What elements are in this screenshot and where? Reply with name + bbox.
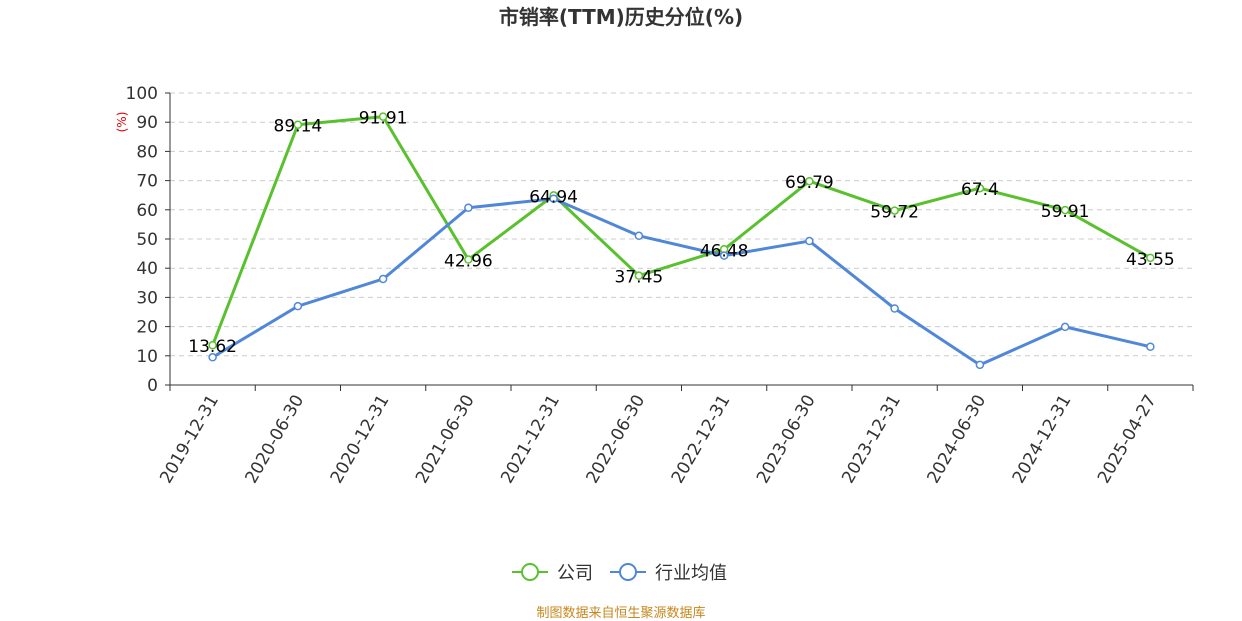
data-label: 59.72 [870, 203, 919, 223]
x-tick-label: 2021-06-30 [412, 392, 479, 488]
y-tick-label: 100 [126, 84, 158, 104]
data-label: 89.14 [274, 117, 323, 137]
chart-title: 市销率(TTM)历史分位(%) [499, 5, 743, 29]
y-tick-label: 0 [147, 376, 158, 396]
data-point [378, 274, 388, 284]
x-tick-label: 2025-04-27 [1094, 392, 1161, 488]
grid-lines [170, 92, 1193, 357]
data-point [975, 183, 985, 193]
x-tick-label: 2023-12-31 [838, 392, 905, 488]
x-tick-label: 2020-12-31 [327, 392, 394, 488]
data-label: 64.94 [529, 187, 578, 207]
y-axis-label: (%) [115, 112, 129, 133]
data-label: 46.48 [700, 241, 749, 261]
y-tick-label: 60 [136, 201, 158, 221]
data-label: 69.79 [785, 173, 834, 193]
y-tick-label: 70 [136, 172, 158, 192]
data-label: 67.4 [961, 180, 999, 200]
x-tick-label: 2022-06-30 [582, 392, 649, 488]
data-point [890, 304, 899, 313]
data-point [805, 176, 814, 186]
y-tick-label: 40 [136, 259, 158, 279]
data-point [1146, 253, 1155, 263]
legend-label: 行业均值 [655, 563, 727, 584]
y-tick-label: 20 [136, 318, 158, 338]
x-tick-label: 2021-12-31 [497, 392, 564, 488]
data-label: 13.62 [188, 337, 237, 357]
legend-label: 公司 [557, 563, 593, 584]
data-point [719, 251, 729, 260]
data-point [464, 203, 473, 213]
y-tick-label: 80 [136, 142, 158, 162]
data-point [1146, 342, 1155, 351]
y-tick-label: 30 [136, 288, 158, 308]
legend-marker [619, 563, 637, 581]
series-line-1 [211, 115, 1152, 346]
data-label: 43.55 [1126, 250, 1175, 270]
x-tick-label: 2019-12-31 [156, 392, 223, 488]
x-tick-label: 2024-06-30 [923, 392, 990, 488]
data-point [1060, 205, 1070, 215]
data-label: 59.91 [1041, 202, 1090, 222]
data-point [293, 301, 303, 311]
data-point [549, 194, 558, 203]
data-point [805, 236, 814, 246]
y-tick-label: 50 [136, 230, 158, 250]
x-tick-label: 2022-12-31 [668, 392, 735, 488]
data-point [634, 231, 644, 241]
data-point [890, 206, 899, 215]
y-tick-label: 90 [136, 113, 158, 133]
y-tick-label: 10 [136, 347, 158, 367]
data-point [208, 353, 217, 362]
x-tick-label: 2020-06-30 [241, 392, 308, 488]
legend-marker [521, 563, 539, 581]
x-axis: 2019-12-31 2020-06-30 2020-12-31 2021-06-30… [156, 384, 1194, 488]
x-tick-label: 2024-12-31 [1009, 392, 1076, 488]
x-tick-label: 2023-06-30 [753, 392, 820, 488]
series-layer [208, 112, 1155, 370]
data-label: 42.96 [444, 252, 493, 272]
series-line-2 [211, 197, 1151, 367]
data-point [378, 112, 388, 121]
y-axis: 0 10 20 30 40 50 60 70 80 90 100 [126, 84, 171, 396]
data-point [208, 340, 217, 350]
data-point [975, 360, 985, 370]
data-label: 37.45 [615, 268, 664, 288]
data-point [464, 255, 473, 264]
source-note: 制图数据来自恒生聚源数据库 [536, 605, 705, 621]
data-label: 91.91 [359, 109, 408, 129]
data-labels: 13.62 89.14 91.91 42.96 64.94 37.45 46.48 69.79… [188, 109, 1174, 358]
data-point [634, 271, 644, 280]
data-point [293, 120, 303, 129]
data-point [1060, 322, 1070, 332]
legend: 公司 行业均值 [512, 563, 727, 584]
